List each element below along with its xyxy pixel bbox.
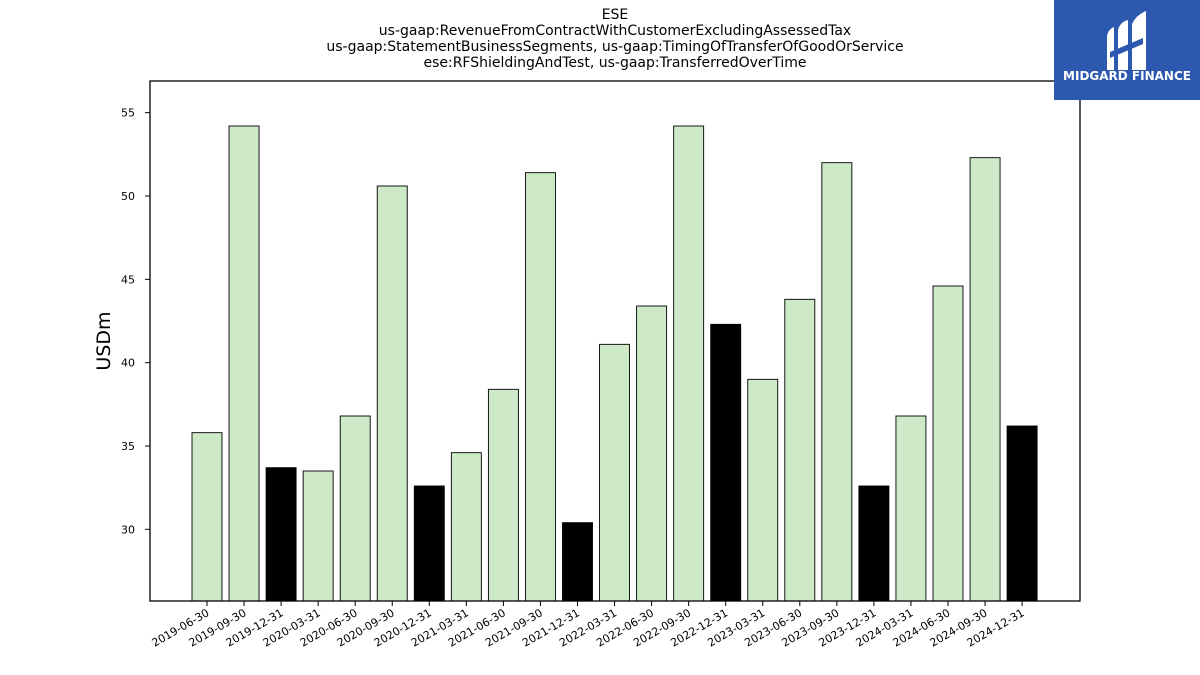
- bar-2023-09-30: [821, 162, 853, 602]
- bar-2019-06-30: [191, 432, 223, 602]
- y-tick-label: 30: [121, 523, 135, 536]
- bar-2022-03-31: [599, 343, 630, 602]
- title-line-3: us-gaap:StatementBusinessSegments, us-ga…: [326, 39, 904, 55]
- chart-title: ESE us-gaap:RevenueFromContractWithCusto…: [150, 7, 1080, 71]
- bar-2024-06-30: [932, 285, 964, 602]
- bar-2024-09-30: [969, 157, 1001, 602]
- bar-2020-03-31: [302, 470, 334, 602]
- bar-2021-06-30: [487, 388, 519, 602]
- logo-text: MIDGARD FINANCE: [1063, 69, 1191, 83]
- bar-2024-12-31: [1006, 425, 1038, 602]
- bar-2023-12-31: [858, 485, 890, 602]
- y-tick-label: 35: [121, 440, 135, 453]
- midgard-finance-logo: MIDGARD FINANCE: [1054, 0, 1200, 100]
- bar-2023-06-30: [784, 298, 816, 602]
- bar-2021-12-31: [562, 522, 593, 602]
- bar-2020-06-30: [339, 415, 371, 602]
- bar-2024-03-31: [895, 415, 927, 602]
- title-line-1: ESE: [601, 7, 629, 23]
- bar-2021-03-31: [450, 452, 482, 602]
- bar-2022-12-31: [710, 323, 742, 602]
- bar-2020-09-30: [376, 185, 408, 602]
- bar-2021-09-30: [525, 172, 556, 602]
- bar-2022-06-30: [636, 305, 668, 602]
- y-tick-label: 40: [121, 357, 135, 370]
- title-line-2: us-gaap:RevenueFromContractWithCustomerE…: [378, 23, 852, 39]
- title-line-4: ese:RFShieldingAndTest, us-gaap:Transfer…: [423, 55, 807, 71]
- y-axis-label: USDm: [93, 311, 115, 370]
- bar-2020-12-31: [413, 485, 445, 602]
- y-tick-label: 55: [121, 107, 135, 120]
- midgard-logo-icon: [1107, 11, 1146, 70]
- y-tick-label: 45: [121, 273, 135, 286]
- bar-2022-09-30: [673, 125, 705, 602]
- bar-2023-03-31: [747, 378, 779, 602]
- bar-2019-09-30: [228, 125, 260, 602]
- y-tick-label: 50: [121, 190, 135, 203]
- bar-2019-12-31: [265, 467, 297, 602]
